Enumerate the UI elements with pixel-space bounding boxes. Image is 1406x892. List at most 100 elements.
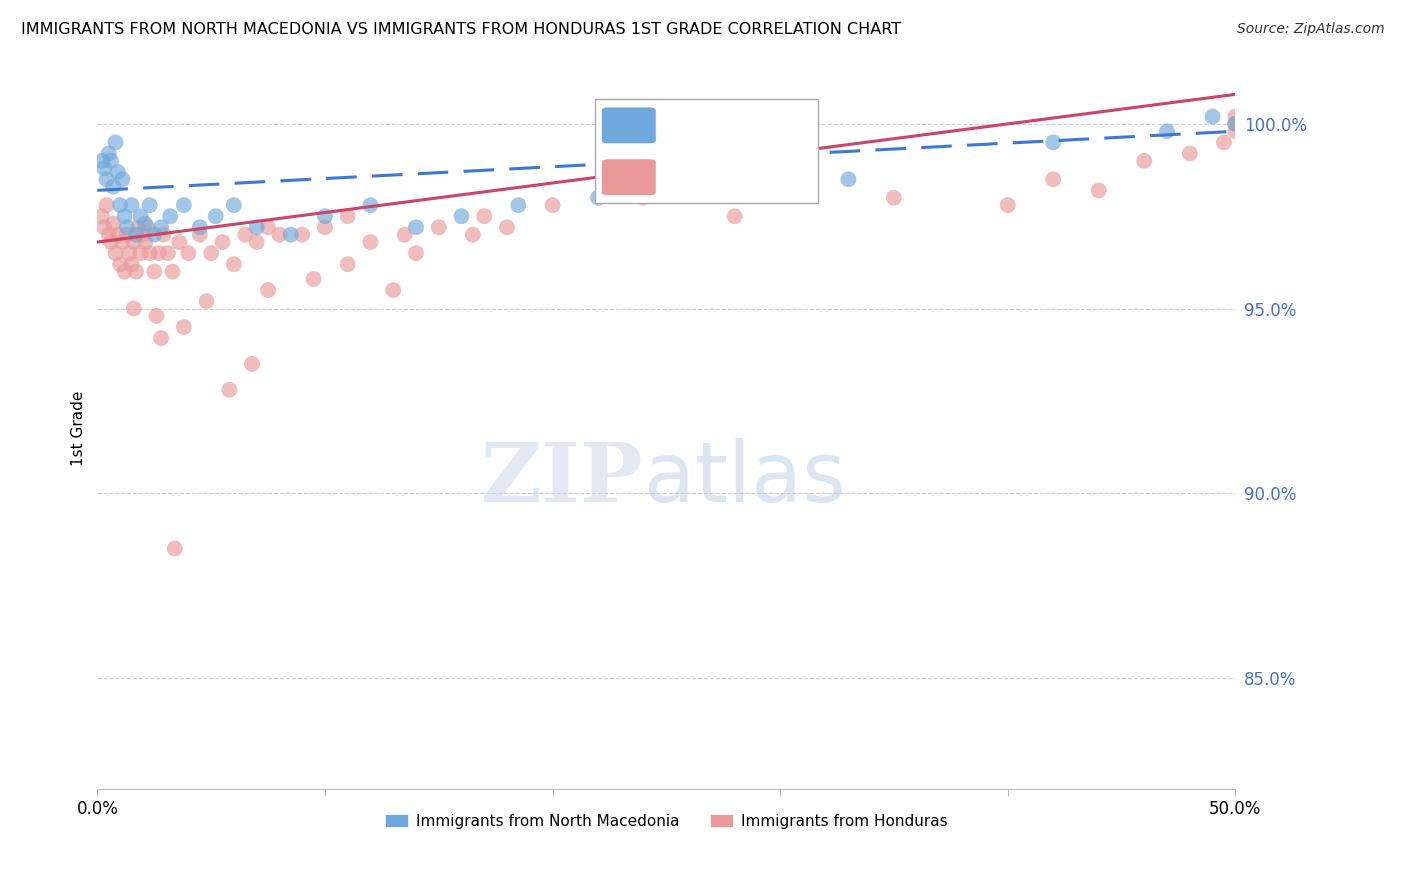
Text: N =: N = [741, 115, 775, 133]
Point [269, 227, 291, 242]
Point [1156, 124, 1178, 138]
Point [132, 227, 155, 242]
Point [394, 227, 416, 242]
Point [257, 220, 280, 235]
Point [1225, 124, 1247, 138]
Point [405, 246, 427, 260]
Point [188, 227, 211, 242]
Point [336, 257, 359, 271]
Point [233, 227, 256, 242]
Point [1042, 136, 1064, 150]
Point [291, 227, 314, 242]
Point [1225, 110, 1247, 124]
Text: atlas: atlas [644, 439, 845, 519]
Point [136, 220, 159, 235]
Point [173, 320, 195, 334]
Point [152, 227, 174, 242]
Point [461, 227, 484, 242]
FancyBboxPatch shape [602, 159, 657, 195]
Point [156, 246, 179, 260]
Point [121, 257, 143, 271]
Point [159, 209, 181, 223]
Text: N =: N = [741, 167, 775, 186]
Point [103, 217, 125, 231]
Point [108, 198, 131, 212]
Point [100, 235, 122, 249]
Point [246, 220, 269, 235]
Text: 72: 72 [775, 167, 800, 186]
FancyBboxPatch shape [602, 107, 657, 144]
Point [211, 235, 233, 249]
Point [93, 220, 115, 235]
Point [222, 198, 245, 212]
Point [1225, 117, 1247, 131]
Point [508, 198, 530, 212]
FancyBboxPatch shape [595, 100, 818, 203]
Point [134, 235, 156, 249]
Point [90, 209, 112, 223]
Text: Source: ZipAtlas.com: Source: ZipAtlas.com [1237, 22, 1385, 37]
Point [359, 198, 381, 212]
Point [93, 161, 115, 176]
Point [1042, 172, 1064, 186]
Point [114, 209, 136, 223]
Point [150, 331, 173, 345]
Point [103, 179, 125, 194]
Point [541, 198, 564, 212]
Point [96, 172, 118, 186]
Point [359, 235, 381, 249]
Text: 38: 38 [775, 115, 800, 133]
Point [188, 220, 211, 235]
Point [195, 294, 218, 309]
Point [997, 198, 1019, 212]
Point [125, 227, 148, 242]
Point [314, 209, 336, 223]
Point [127, 220, 149, 235]
Point [121, 198, 143, 212]
Text: IMMIGRANTS FROM NORTH MACEDONIA VS IMMIGRANTS FROM HONDURAS 1ST GRADE CORRELATIO: IMMIGRANTS FROM NORTH MACEDONIA VS IMMIG… [21, 22, 901, 37]
Point [883, 191, 905, 205]
Point [114, 264, 136, 278]
Point [222, 257, 245, 271]
Point [169, 235, 191, 249]
Legend: Immigrants from North Macedonia, Immigrants from Honduras: Immigrants from North Macedonia, Immigra… [380, 807, 953, 835]
Point [100, 153, 122, 168]
Point [1087, 183, 1109, 197]
Point [115, 227, 138, 242]
Text: R =: R = [661, 115, 695, 133]
Point [450, 209, 472, 223]
Point [633, 191, 655, 205]
Point [143, 264, 166, 278]
Point [700, 183, 723, 197]
Point [1201, 110, 1223, 124]
Point [148, 246, 170, 260]
Point [138, 198, 160, 212]
Point [723, 209, 745, 223]
Point [200, 246, 222, 260]
Point [104, 136, 127, 150]
Point [129, 246, 152, 260]
Point [257, 283, 280, 297]
Point [246, 235, 269, 249]
Point [218, 383, 240, 397]
Point [240, 357, 263, 371]
Point [314, 220, 336, 235]
Point [162, 264, 184, 278]
Point [111, 235, 134, 249]
Y-axis label: 1st Grade: 1st Grade [72, 391, 86, 467]
Point [107, 227, 129, 242]
Point [97, 227, 120, 242]
Text: R =: R = [661, 167, 695, 186]
Point [837, 172, 859, 186]
Point [118, 246, 141, 260]
Point [97, 146, 120, 161]
Point [111, 172, 134, 186]
Point [150, 220, 173, 235]
Point [336, 209, 359, 223]
Point [163, 541, 186, 556]
Point [108, 257, 131, 271]
Point [1225, 117, 1247, 131]
Text: ZIP: ZIP [481, 439, 644, 519]
Point [177, 246, 200, 260]
Point [145, 309, 167, 323]
